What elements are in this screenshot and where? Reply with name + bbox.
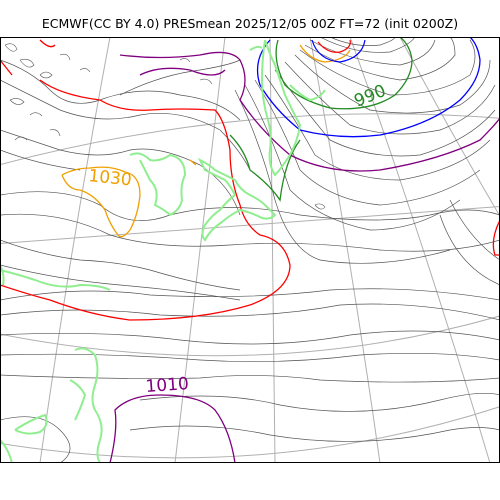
terrain-detail bbox=[4, 43, 326, 210]
longitude-line bbox=[174, 37, 226, 463]
longitude-line bbox=[39, 37, 111, 463]
isobar-1030 bbox=[61, 166, 141, 238]
contour-label-990: 990 bbox=[351, 81, 389, 112]
longitude-line bbox=[349, 37, 491, 463]
pressure-map: 990 1030 1010 bbox=[0, 37, 500, 463]
contour-label-1030: 1030 bbox=[87, 166, 132, 190]
isobars bbox=[0, 37, 500, 463]
coastline-kamchatka bbox=[260, 39, 302, 177]
isobar-1020 bbox=[492, 219, 500, 256]
isobar-990 bbox=[229, 134, 301, 202]
map-border bbox=[0, 37, 500, 463]
isobar-1020 bbox=[39, 39, 56, 48]
latitude-line bbox=[0, 315, 500, 357]
coastline-island bbox=[69, 379, 87, 421]
isobar-1010 bbox=[119, 51, 500, 172]
contour-label-1010: 1010 bbox=[145, 374, 190, 397]
longitude-line bbox=[399, 37, 500, 218]
coastline-sea bbox=[289, 84, 326, 102]
low-center bbox=[317, 39, 351, 53]
isobar-990 bbox=[275, 37, 413, 110]
isobar-1030 bbox=[189, 159, 197, 166]
coastline-borneo bbox=[14, 413, 48, 435]
latitude-line bbox=[0, 113, 500, 166]
map-frame: 990 1030 1010 bbox=[0, 37, 500, 463]
isobar-1010 bbox=[109, 394, 236, 463]
low-center-inner bbox=[311, 39, 366, 63]
isobar-1020 bbox=[0, 79, 291, 321]
isobar-1000 bbox=[256, 37, 481, 138]
coastline-mainland bbox=[0, 269, 111, 291]
coastline-philippines bbox=[74, 347, 103, 463]
coastline-japan bbox=[197, 157, 277, 242]
coastline-korea-china bbox=[129, 152, 187, 217]
map-title: ECMWF(CC BY 4.0) PRESmean 2025/12/05 00Z… bbox=[41, 16, 459, 31]
isobar-1030 bbox=[299, 44, 351, 63]
isobar-1020 bbox=[0, 59, 13, 76]
coastline-okhotsk bbox=[249, 45, 263, 51]
coastline-west bbox=[0, 439, 13, 463]
isobar-1010 bbox=[139, 67, 226, 76]
coastlines bbox=[0, 39, 326, 463]
latitude-line bbox=[0, 406, 500, 459]
